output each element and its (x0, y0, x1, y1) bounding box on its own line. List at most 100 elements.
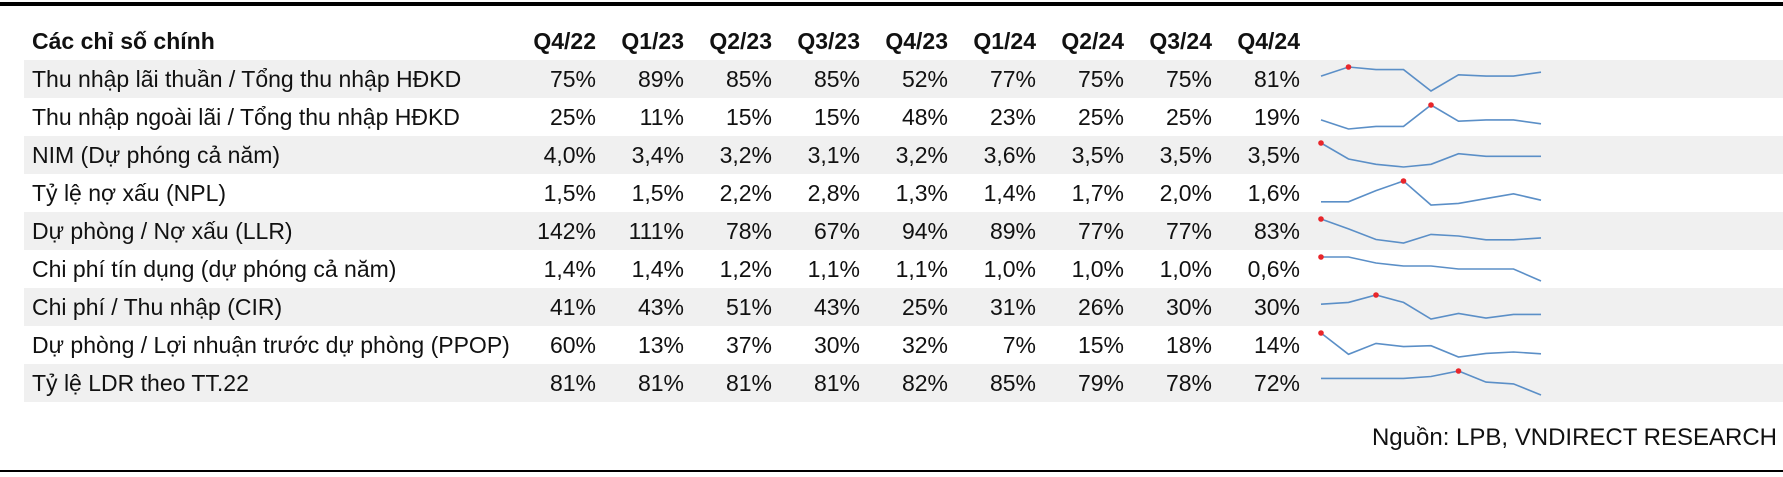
table-row: Tỷ lệ LDR theo TT.22 81% 81% 81% 81% 82% 85% 79… (24, 364, 1783, 402)
cell-value: 3,5% (1071, 141, 1124, 168)
cell-value: 1,1% (807, 255, 860, 282)
cell-value: 2,2% (719, 179, 772, 206)
sparkline-line (1320, 142, 1541, 168)
cell-value: 3,6% (983, 141, 1036, 168)
key-indicators-table: Các chỉ số chính Q4/22 Q1/23 Q2/23 Q3/23… (24, 22, 1783, 402)
sparkline (1320, 64, 1542, 92)
cell-value: 3,5% (1159, 141, 1212, 168)
column-header: Q2/24 (1061, 27, 1124, 54)
header-row: Các chỉ số chính Q4/22 Q1/23 Q2/23 Q3/23… (24, 22, 1783, 60)
table-row: Tỷ lệ nợ xấu (NPL) 1,5% 1,5% 2,2% 2,8% 1,3% 1,… (24, 174, 1783, 212)
sparkline (1318, 216, 1542, 244)
cell-value: 13% (637, 331, 684, 358)
table-row: Chi phí tín dụng (dự phóng cả năm) 1,4% 1,… (24, 250, 1783, 288)
column-header: Q1/23 (621, 27, 684, 54)
sparkline-line (1321, 370, 1542, 396)
sparkline-line (1321, 180, 1542, 206)
cell-value: 31% (989, 293, 1036, 320)
row-label: Chi phí tín dụng (dự phóng cả năm) (32, 255, 397, 282)
cell-value: 94% (901, 217, 948, 244)
cell-value: 3,5% (1247, 141, 1300, 168)
table-row: Chi phí / Thu nhập (CIR) 41% 43% 51% 43% 25% 3… (24, 288, 1783, 326)
column-header: Q2/23 (709, 27, 772, 54)
row-label: NIM (Dự phóng cả năm) (32, 141, 281, 168)
cell-value: 26% (1077, 293, 1124, 320)
cell-value: 1,5% (543, 179, 596, 206)
source-note: Nguồn: LPB, VNDIRECT RESEARCH (1371, 424, 1777, 451)
bottom-rule (0, 470, 1783, 472)
sparkline (1318, 254, 1542, 282)
cell-value: 15% (813, 103, 860, 130)
sparkline-cell (1300, 212, 1783, 250)
cell-value: 37% (725, 331, 772, 358)
cell-value: 1,0% (1071, 255, 1124, 282)
cell-value: 78% (1165, 369, 1212, 396)
cell-value: 25% (549, 103, 596, 130)
sparkline-max-marker (1345, 64, 1352, 70)
column-header: Q1/24 (973, 27, 1036, 54)
sparkline-max-marker (1373, 292, 1379, 298)
cell-value: 1,4% (631, 255, 684, 282)
column-header: Q4/24 (1237, 27, 1300, 54)
table-row: NIM (Dự phóng cả năm) 4,0% 3,4% 3,2% 3,1% 3,2… (24, 136, 1783, 174)
cell-value: 78% (725, 217, 772, 244)
cell-value: 67% (813, 217, 860, 244)
sparkline-max-marker (1318, 330, 1324, 336)
cell-value: 30% (1253, 293, 1300, 320)
cell-value: 18% (1165, 331, 1212, 358)
cell-value: 11% (639, 103, 684, 130)
row-label: Dự phòng / Lợi nhuận trước dự phòng (PPO… (32, 331, 510, 358)
sparkline-max-marker (1455, 368, 1462, 374)
cell-value: 142% (537, 217, 596, 244)
cell-value: 43% (637, 293, 684, 320)
cell-value: 19% (1253, 103, 1300, 130)
cell-value: 25% (1165, 103, 1212, 130)
sparkline-cell (1300, 60, 1783, 98)
cell-value: 111% (628, 217, 684, 244)
cell-value: 4,0% (543, 141, 596, 168)
sparkline-line (1320, 104, 1542, 130)
cell-value: 85% (989, 369, 1036, 396)
sparkline-max-marker (1318, 254, 1324, 260)
cell-value: 60% (549, 331, 596, 358)
sparkline-line (1320, 218, 1542, 244)
cell-value: 30% (813, 331, 860, 358)
sparkline-header (1300, 22, 1783, 60)
cell-value: 2,8% (807, 179, 860, 206)
cell-value: 75% (1077, 65, 1124, 92)
row-label: Thu nhập lãi thuần / Tổng thu nhập HĐKD (32, 65, 462, 92)
column-header: Q4/23 (885, 27, 948, 54)
cell-value: 1,4% (983, 179, 1036, 206)
cell-value: 81% (549, 369, 596, 396)
cell-value: 81% (1253, 65, 1300, 92)
top-rule (0, 2, 1783, 6)
cell-value: 1,6% (1247, 179, 1300, 206)
cell-value: 1,1% (895, 255, 948, 282)
cell-value: 0,6% (1247, 255, 1300, 282)
cell-value: 1,7% (1071, 179, 1124, 206)
cell-value: 81% (813, 369, 860, 396)
cell-value: 1,2% (719, 255, 772, 282)
row-label: Tỷ lệ LDR theo TT.22 (32, 369, 249, 396)
sparkline-cell (1300, 174, 1783, 212)
sparkline (1318, 140, 1541, 168)
cell-value: 3,2% (895, 141, 948, 168)
cell-value: 79% (1077, 369, 1124, 396)
table-row: Dự phòng / Lợi nhuận trước dự phòng (PPO… (24, 326, 1783, 364)
cell-value: 1,0% (1159, 255, 1212, 282)
cell-value: 3,1% (807, 141, 860, 168)
cell-value: 1,5% (631, 179, 684, 206)
sparkline-line (1320, 294, 1541, 320)
sparkline-cell (1300, 136, 1783, 174)
row-label: Chi phí / Thu nhập (CIR) (32, 293, 283, 320)
cell-value: 7% (1002, 331, 1036, 358)
cell-value: 30% (1165, 293, 1212, 320)
cell-value: 77% (1165, 217, 1212, 244)
sparkline (1321, 178, 1542, 206)
cell-value: 15% (725, 103, 772, 130)
table-row: Dự phòng / Nợ xấu (LLR) 142% 111% 78% 67% 94%… (24, 212, 1783, 250)
cell-value: 32% (901, 331, 948, 358)
sparkline-cell (1300, 326, 1783, 364)
cell-value: 75% (549, 65, 596, 92)
